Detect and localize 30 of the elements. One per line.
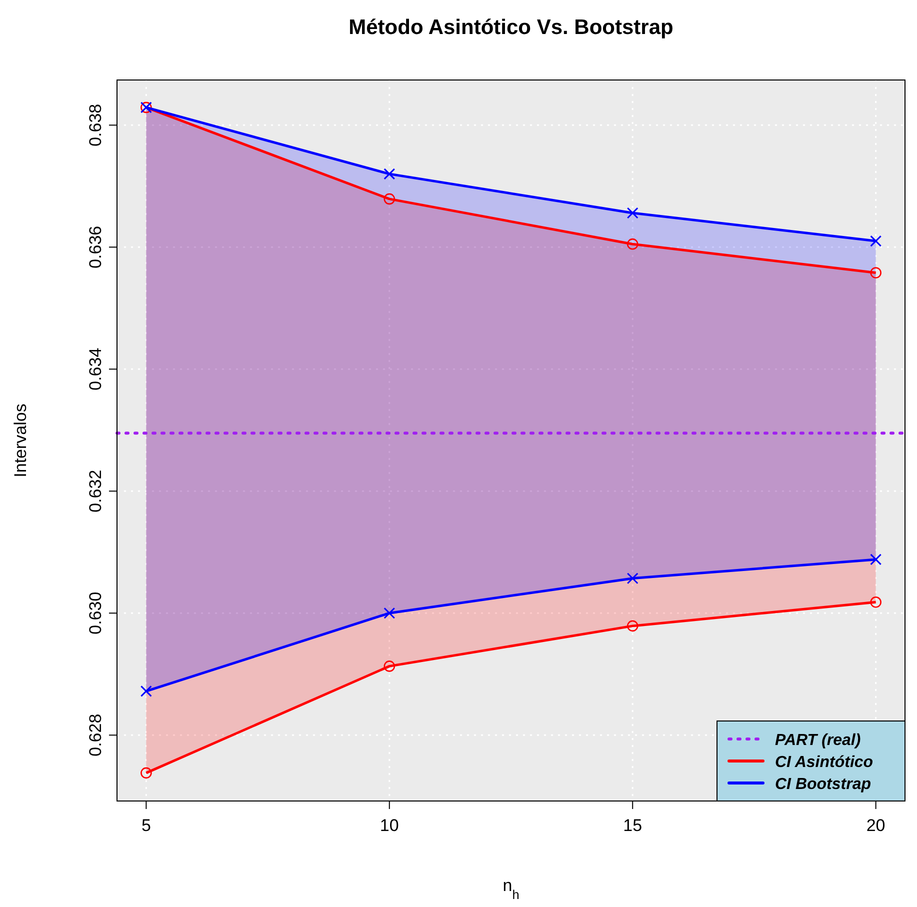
- point: [384, 660, 396, 672]
- point: [870, 554, 882, 566]
- y-tick-label: 0.628: [86, 714, 105, 756]
- x-axis-title: n$_{h}$: [502, 876, 520, 902]
- point: [626, 238, 638, 250]
- chart-title: Método Asintótico Vs. Bootstrap: [348, 16, 674, 39]
- x-tick-label: 20: [866, 816, 886, 835]
- y-axis-title: Intervalos: [11, 404, 30, 478]
- y-tick-label: 0.634: [86, 348, 105, 390]
- x-tick-label: 10: [380, 816, 399, 835]
- point: [870, 235, 882, 247]
- point: [140, 767, 152, 779]
- point: [626, 207, 638, 219]
- y-tick-label: 0.638: [86, 104, 105, 146]
- point: [870, 267, 882, 278]
- legend-label: PART (real): [775, 732, 861, 749]
- point: [626, 620, 638, 632]
- x-tick-label: 5: [141, 816, 151, 835]
- x-tick-label: 15: [623, 816, 642, 835]
- y-tick-label: 0.632: [86, 470, 105, 512]
- point: [140, 685, 152, 697]
- legend-label: CI Bootstrap: [775, 776, 872, 793]
- point: [384, 607, 396, 619]
- point: [626, 572, 638, 584]
- legend-label: CI Asintótico: [775, 754, 874, 771]
- point: [870, 596, 882, 608]
- point: [384, 193, 396, 205]
- y-tick-label: 0.636: [86, 226, 105, 268]
- y-tick-label: 0.630: [86, 592, 105, 634]
- point: [384, 168, 396, 180]
